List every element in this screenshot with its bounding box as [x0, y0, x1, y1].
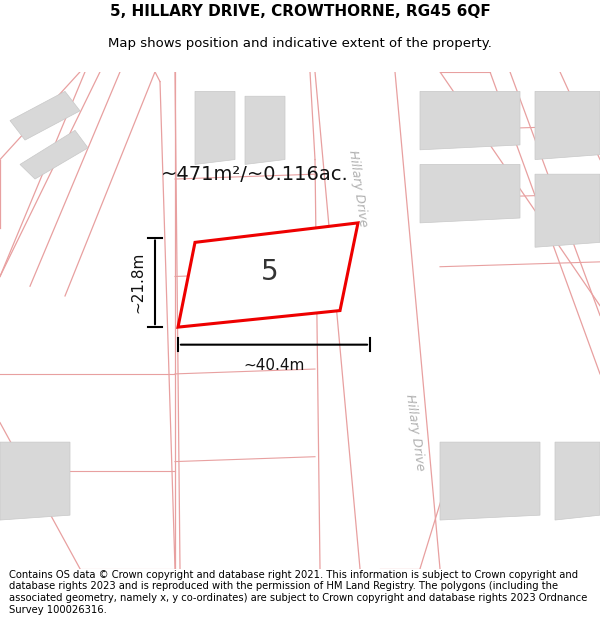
Text: 5: 5: [261, 258, 279, 286]
Polygon shape: [178, 223, 358, 327]
Polygon shape: [420, 91, 520, 150]
Polygon shape: [245, 96, 285, 164]
Text: Map shows position and indicative extent of the property.: Map shows position and indicative extent…: [108, 38, 492, 51]
Text: 5, HILLARY DRIVE, CROWTHORNE, RG45 6QF: 5, HILLARY DRIVE, CROWTHORNE, RG45 6QF: [110, 4, 490, 19]
Text: ~40.4m: ~40.4m: [244, 358, 305, 373]
Text: Hillary Drive: Hillary Drive: [346, 149, 370, 228]
Polygon shape: [535, 91, 600, 159]
Text: ~471m²/~0.116ac.: ~471m²/~0.116ac.: [161, 164, 349, 184]
Polygon shape: [0, 442, 70, 520]
Polygon shape: [420, 164, 520, 223]
Polygon shape: [195, 91, 235, 164]
Text: ~21.8m: ~21.8m: [130, 252, 145, 313]
Polygon shape: [20, 131, 88, 179]
Polygon shape: [10, 91, 80, 140]
Polygon shape: [440, 442, 540, 520]
Text: Contains OS data © Crown copyright and database right 2021. This information is : Contains OS data © Crown copyright and d…: [9, 570, 587, 614]
Polygon shape: [535, 174, 600, 248]
Text: Hillary Drive: Hillary Drive: [403, 393, 427, 472]
Polygon shape: [555, 442, 600, 520]
